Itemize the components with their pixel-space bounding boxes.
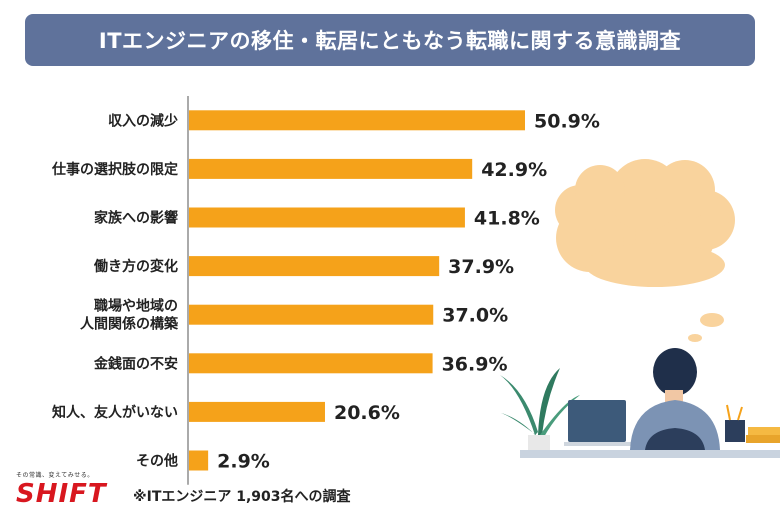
potted-plant-icon (498, 368, 580, 450)
bar-4 (189, 304, 434, 325)
brand-wordmark: SHIFT (16, 479, 107, 509)
category-label-0: 収入の減少 (108, 112, 178, 129)
value-label-1: 42.9% (481, 159, 547, 181)
bar-0 (189, 110, 525, 131)
value-label-5: 36.9% (442, 353, 508, 375)
chart-title: ITエンジニアの移住・転居にともなう転職に関する意識調査 (25, 14, 755, 66)
value-label-2: 41.8% (474, 208, 540, 230)
bar-3 (189, 256, 440, 277)
illustration (498, 159, 780, 458)
category-label-2: 家族への影響 (94, 210, 178, 227)
category-label-5: 金銭面の不安 (93, 355, 178, 372)
book-stack-icon (746, 427, 780, 443)
person-at-desk-icon (630, 348, 720, 450)
category-label-6: 知人、友人がいない (52, 404, 178, 421)
desk (520, 450, 780, 458)
category-label-1: 仕事の選択肢の限定 (51, 161, 178, 178)
brand-logo: その常識、変えてみせる。 SHIFT (16, 470, 107, 509)
value-label-0: 50.9% (534, 110, 600, 132)
brand-tagline: その常識、変えてみせる。 (16, 472, 94, 479)
survey-note: ※ITエンジニア 1,903名への調査 (133, 489, 351, 505)
value-label-6: 20.6% (334, 402, 400, 424)
bar-1 (189, 158, 473, 179)
category-label-4-line-1: 人間関係の構築 (80, 316, 179, 333)
bar-7 (189, 450, 209, 471)
value-label-3: 37.9% (448, 256, 514, 278)
value-label-4: 37.0% (442, 305, 508, 327)
laptop-icon (564, 400, 636, 446)
thought-bubble-icon (555, 159, 735, 342)
bar-2 (189, 207, 465, 228)
category-label-3: 働き方の変化 (93, 258, 178, 275)
value-label-7: 2.9% (217, 451, 270, 473)
bar-6 (189, 401, 325, 422)
bar-5 (189, 353, 433, 374)
category-label-4-line-0: 職場や地域の (94, 298, 178, 315)
category-label-7: その他 (136, 453, 178, 470)
pencil-cup-icon (725, 404, 745, 442)
